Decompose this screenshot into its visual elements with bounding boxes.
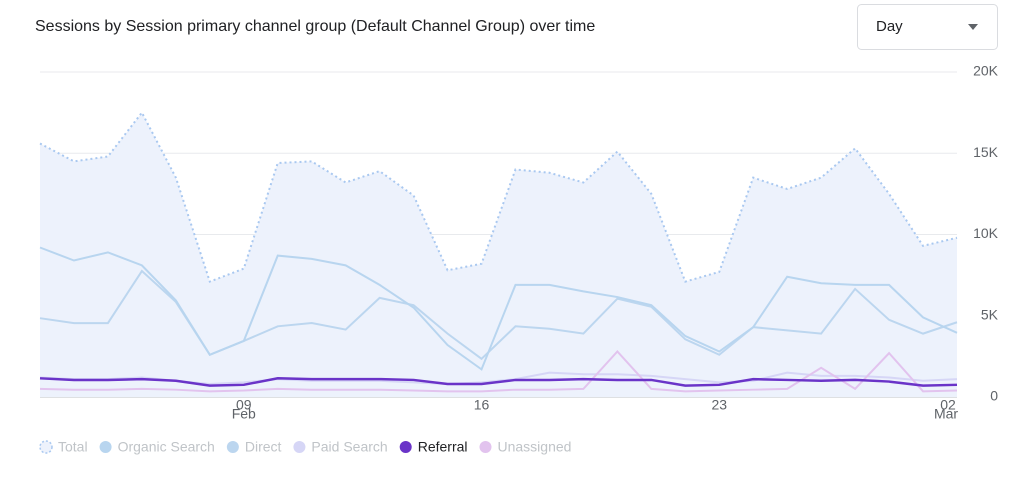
series-line	[39, 377, 958, 387]
legend-label[interactable]: Referral	[418, 439, 468, 455]
series-line	[39, 350, 958, 393]
chart-title: Sessions by Session primary channel grou…	[35, 18, 595, 35]
legend-swatch[interactable]	[293, 441, 306, 453]
legend-label[interactable]: Organic Search	[118, 439, 215, 455]
series-line	[39, 246, 958, 371]
dropdown[interactable]: Day	[857, 4, 998, 50]
x-month-label: Mar	[934, 406, 958, 422]
x-month-label: Feb	[232, 406, 256, 422]
legend-item[interactable]: Organic Search	[99, 439, 215, 455]
legend-label[interactable]: Direct	[245, 439, 282, 455]
total-area	[40, 112, 957, 397]
legend-label[interactable]: Unassigned	[498, 439, 572, 455]
legend-item[interactable]: Total	[39, 439, 88, 455]
legend-swatch[interactable]	[39, 440, 53, 454]
x-tick-label: 02	[940, 397, 956, 413]
legend-item[interactable]: Referral	[399, 439, 468, 455]
y-tick-label: 10K	[973, 225, 999, 241]
series-line	[39, 110, 958, 283]
legend-label[interactable]: Total	[58, 439, 88, 455]
legend-label[interactable]: Paid Search	[311, 439, 387, 455]
x-tick-label: 16	[474, 397, 490, 413]
legend-item[interactable]: Paid Search	[293, 439, 388, 455]
dropdown-label[interactable]: Day	[876, 18, 903, 35]
x-tick-label: 23	[711, 397, 727, 413]
dropdown-box[interactable]	[857, 4, 998, 50]
legend-swatch[interactable]	[226, 441, 239, 453]
legend-swatch[interactable]	[99, 441, 112, 453]
legend-item[interactable]: Unassigned	[479, 439, 572, 455]
y-tick-label: 15K	[973, 144, 999, 160]
x-tick-label: 09	[236, 397, 252, 413]
dropdown-arrow[interactable]	[968, 24, 978, 30]
legend-swatch[interactable]	[479, 441, 492, 453]
y-tick-label: 0	[990, 388, 998, 404]
y-tick-label: 20K	[973, 63, 999, 79]
legend-item[interactable]: Direct	[226, 439, 282, 455]
legend-swatch[interactable]	[399, 441, 412, 453]
y-tick-label: 5K	[981, 306, 999, 322]
